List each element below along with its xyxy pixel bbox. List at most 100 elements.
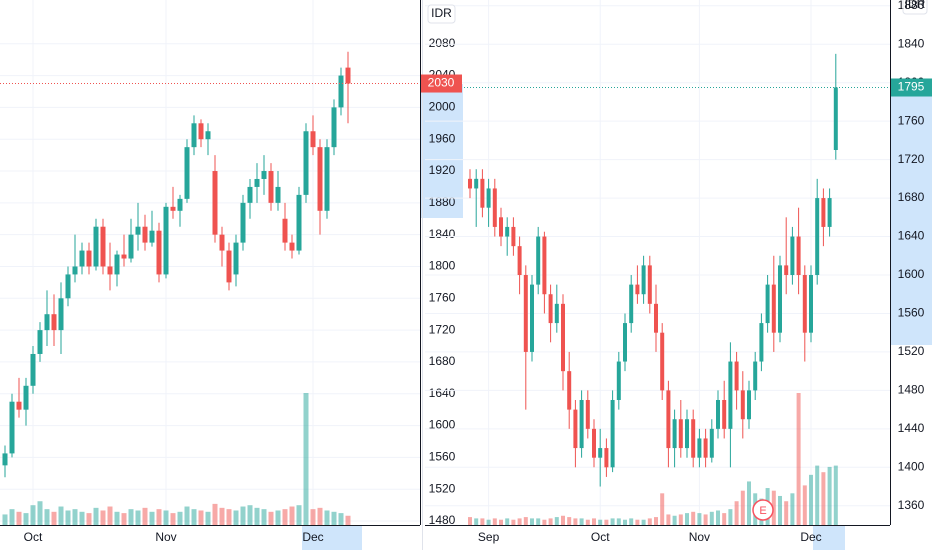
volume-bar [317,507,323,525]
candle-body [523,275,528,352]
volume-bar [100,510,106,525]
volume-bar [802,485,807,525]
y-tick-label: 1600 [898,267,925,281]
volume-bar [505,518,510,525]
candle-body [310,131,316,148]
volume-bar [784,501,789,525]
y-tick-label: 1720 [898,152,925,166]
volume-bar [212,503,218,525]
volume-bar [86,513,92,525]
last-price-tag [891,78,932,97]
y-tick-label: 1600 [429,418,456,432]
price-range-highlight [420,84,463,218]
candle-body [629,284,634,324]
y-tick-label: 1520 [898,344,925,358]
y-tick-label: 1520 [429,481,456,495]
y-tick-label: 1960 [429,131,456,145]
volume-bar [72,509,78,525]
volume-bar [616,518,621,525]
candle-body [268,171,274,203]
volume-bar [486,519,491,525]
volume-bar [128,509,134,525]
volume-bar [629,518,634,525]
candle-body [833,87,838,150]
candle-body [121,254,127,259]
volume-bar [771,490,776,525]
candle-body [660,332,665,391]
volume-bar [149,511,155,525]
y-tick-label: 2000 [429,100,456,114]
volume-bar [16,511,22,525]
volume-bar [107,506,113,525]
volume-bar [747,481,751,525]
candle-body [548,294,553,324]
candle-body [604,448,609,468]
candle-body [672,419,677,449]
candle-body [9,401,15,454]
volume-bar [542,519,547,525]
volume-bar [703,514,708,525]
candle-body [289,242,295,251]
volume-bar [523,517,528,525]
y-tick-label: 1680 [429,354,456,368]
last-price-tag [421,74,462,93]
candle-body [16,401,22,410]
candle-body [666,390,671,449]
candle-body [142,226,148,243]
candle-body [282,218,288,243]
last-price-label: 1795 [898,80,925,94]
volume-bar [734,501,739,525]
volume-bar [499,519,503,525]
candle-body [734,361,739,391]
candle-body [579,400,584,449]
volume-bar [51,511,57,525]
volume-bar [722,513,727,525]
volume-bar [598,519,603,525]
candle-body [722,400,727,429]
volume-bar [660,493,665,525]
volume-bar [121,513,127,525]
volume-bar [324,510,330,525]
volume-bar [827,466,832,525]
volume-bar [790,493,795,525]
volume-bar [511,519,516,525]
volume-bar [191,509,197,525]
candle-body [30,353,36,386]
candle-body [598,448,603,458]
volume-bar [474,518,479,525]
candle-body [517,246,522,275]
volume-bar [37,501,43,525]
volume-bar [480,518,485,525]
candle-body [486,188,491,208]
candle-body [23,385,29,410]
candle-body [567,371,572,410]
volume-bar [604,519,609,525]
candle-body [191,123,197,148]
candle-body [331,107,337,148]
candle-body [530,284,534,352]
candle-body [324,147,330,211]
y-tick-label: 1880 [429,195,456,209]
candle-body [156,230,162,275]
volume-bar [233,510,239,525]
earnings-label: E [759,505,766,517]
y-tick-label: 1880 [898,0,925,12]
y-tick-label: 1640 [898,229,925,243]
volume-bar [685,513,689,525]
candle-body [709,428,714,458]
candle-body [685,419,689,449]
volume-bar [585,519,590,525]
candle-body [205,131,211,140]
volume-bar [135,510,141,525]
volume-bar [691,511,696,525]
candle-body [212,171,218,235]
volume-bar [198,510,204,525]
volume-bar [79,511,85,525]
candle-body [93,226,99,267]
candle-body [790,236,795,275]
volume-bar [240,506,246,525]
candle-body [654,303,658,333]
candle-body [100,226,106,267]
volume-bar [709,511,714,525]
